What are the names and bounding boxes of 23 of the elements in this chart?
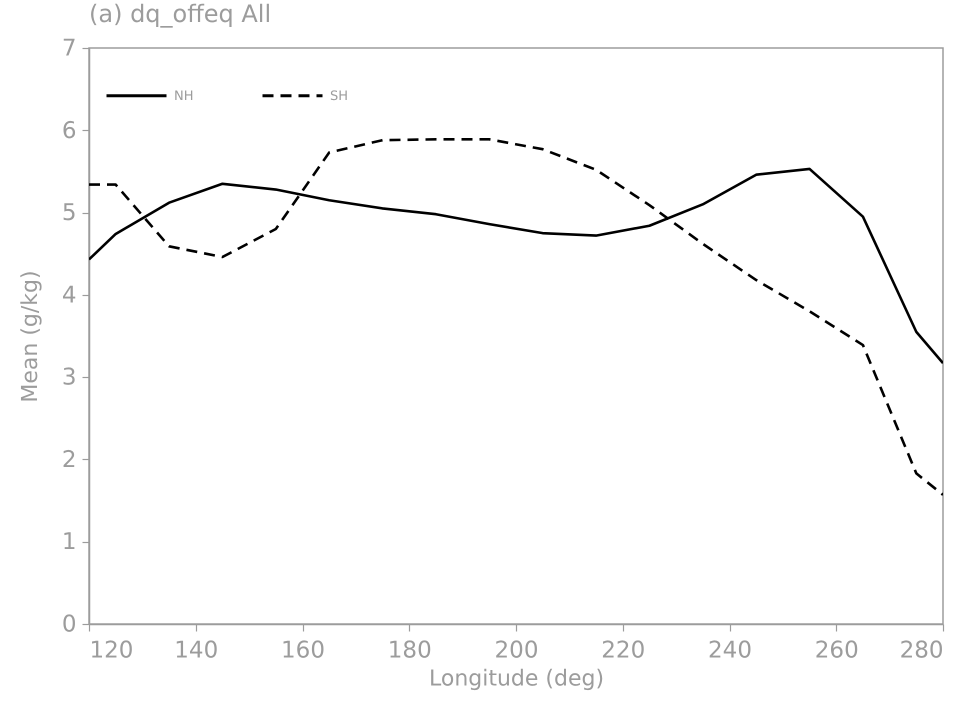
y-tick-label: 5 [62, 200, 76, 226]
y-axis-title: Mean (g/kg) [18, 270, 43, 403]
x-tick-label: 220 [601, 638, 646, 664]
x-tick-label: 120 [90, 638, 134, 664]
y-tick-label: 0 [62, 612, 76, 638]
legend-label: NH [174, 88, 194, 104]
y-tick-label: 2 [62, 446, 76, 473]
x-tick-label: 260 [814, 638, 859, 664]
x-tick-label: 280 [900, 638, 944, 664]
legend-label: SH [330, 88, 348, 104]
y-tick-label: 4 [62, 282, 76, 308]
x-tick-label: 160 [281, 638, 325, 664]
y-tick-label: 6 [62, 118, 76, 144]
y-tick-label: 3 [62, 364, 76, 391]
x-tick-label: 180 [388, 638, 432, 664]
x-axis-title: Longitude (deg) [428, 666, 604, 692]
chart-title: (a) dq_offeq All [89, 0, 272, 28]
y-tick-label: 7 [62, 36, 76, 62]
line-series [89, 138, 943, 496]
y-tick-label: 1 [62, 529, 76, 556]
x-tick-label: 140 [174, 638, 218, 664]
x-tick-label: 240 [708, 638, 752, 664]
x-tick-label: 200 [494, 638, 538, 664]
